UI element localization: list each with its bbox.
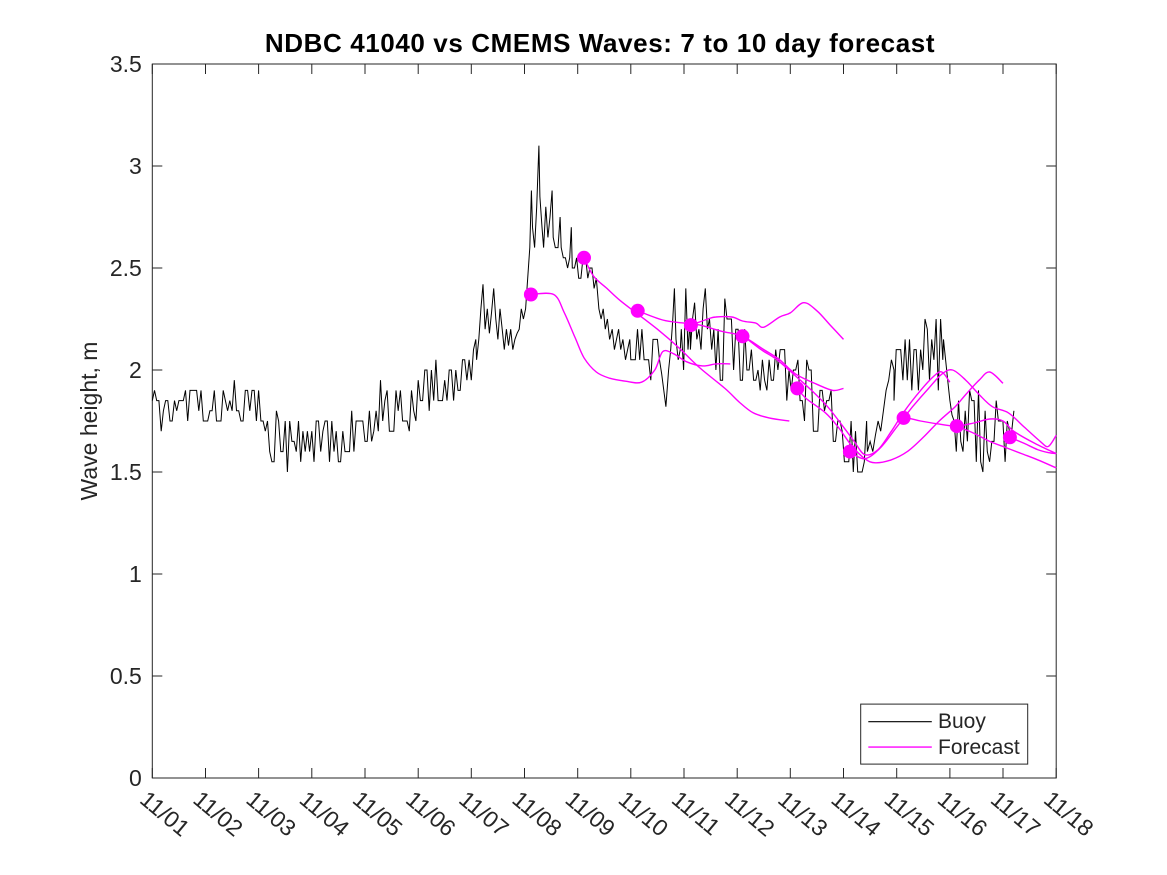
svg-text:2: 2: [129, 357, 142, 383]
svg-text:1.5: 1.5: [110, 459, 142, 485]
svg-text:1: 1: [129, 561, 142, 587]
svg-text:Wave height, m: Wave height, m: [76, 342, 102, 501]
svg-text:Buoy: Buoy: [938, 710, 986, 733]
svg-text:3: 3: [129, 153, 142, 179]
svg-text:2.5: 2.5: [110, 255, 142, 281]
svg-text:0.5: 0.5: [110, 663, 142, 689]
svg-text:Forecast: Forecast: [938, 736, 1020, 759]
svg-text:NDBC 41040 vs CMEMS Waves: 7 t: NDBC 41040 vs CMEMS Waves: 7 to 10 day f…: [265, 28, 935, 58]
svg-text:3.5: 3.5: [110, 51, 142, 77]
svg-text:0: 0: [129, 765, 142, 791]
